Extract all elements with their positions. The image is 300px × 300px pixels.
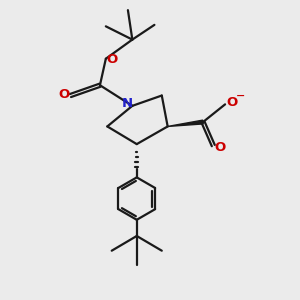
Text: O: O [58, 88, 70, 101]
Text: N: N [122, 97, 133, 110]
Text: O: O [107, 53, 118, 66]
Polygon shape [168, 120, 203, 126]
Text: O: O [215, 141, 226, 154]
Text: O: O [226, 95, 238, 109]
Text: −: − [236, 91, 245, 101]
